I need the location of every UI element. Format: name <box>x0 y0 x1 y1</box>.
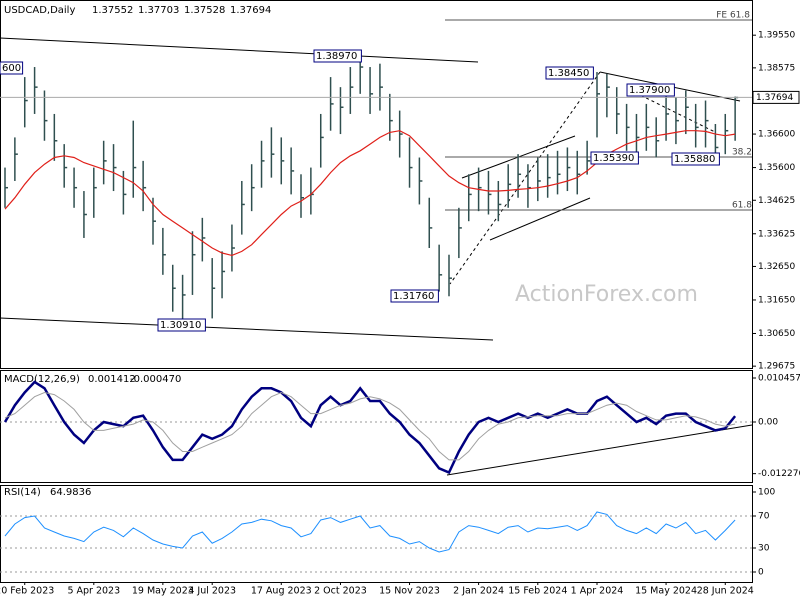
y-tick-label: 1.39550 <box>758 31 795 41</box>
x-tick-label: 15 Feb 2024 <box>508 586 567 597</box>
macd-trend-line <box>446 424 753 476</box>
readout: 64.9836 <box>50 487 91 498</box>
annotation-box <box>545 66 594 80</box>
quote: 1.37694 <box>230 5 271 16</box>
annotation-box <box>390 289 439 303</box>
y-tick-label: 1.32650 <box>758 262 795 272</box>
annotation: 38.2 <box>732 148 752 158</box>
y-tick-label: -0.012276 <box>758 469 800 479</box>
panel-frame <box>0 0 753 369</box>
indicator-title: RSI(14) <box>4 487 41 498</box>
y-tick-label: 70 <box>758 512 770 522</box>
x-tick-label: 19 May 2023 <box>132 586 194 597</box>
y-tick-label: 100 <box>758 488 775 498</box>
channel-line <box>489 197 591 241</box>
y-tick-label: 1.35600 <box>758 163 795 173</box>
quote: 1.37528 <box>184 5 225 16</box>
annotation: 1.38450 <box>548 68 589 79</box>
annotation: 1.31760 <box>393 291 434 302</box>
panel-frame <box>0 370 753 483</box>
x-tick-label: 2 Jan 2024 <box>453 586 504 597</box>
annotation: 600 <box>2 63 21 74</box>
y-tick-label: 1.38575 <box>758 63 795 73</box>
annotation: 1.35390 <box>593 153 634 164</box>
annotation: 1.38970 <box>316 51 357 62</box>
annotation-box <box>590 151 639 165</box>
y-tick-label: 30 <box>758 544 770 554</box>
y-tick-label: 0.010457 <box>758 373 800 383</box>
chart-title: USDCAD,Daily <box>4 5 75 16</box>
annotation: 1.30910 <box>160 320 201 331</box>
annotation-box <box>671 152 720 166</box>
annotation: 1.37900 <box>629 85 670 96</box>
indicator-line <box>4 511 736 553</box>
y-tick-label: 0.00 <box>758 417 778 427</box>
quote: 1.37703 <box>138 5 179 16</box>
x-tick-label: 15 Nov 2023 <box>379 586 440 597</box>
x-tick-label: 15 May 2024 <box>635 586 697 597</box>
trend-line <box>0 37 479 63</box>
y-tick-label: 1.33625 <box>758 229 795 239</box>
y-tick-label: 0 <box>758 568 764 578</box>
readout: 0.001412 <box>88 374 136 385</box>
trend-line <box>449 71 601 285</box>
annotation: 61.8 <box>732 201 752 211</box>
x-tick-label: 5 Apr 2023 <box>67 586 120 597</box>
indicator-title: MACD(12,26,9) <box>4 374 80 385</box>
annotation-box <box>626 83 675 97</box>
readout: -0.000470 <box>130 374 181 385</box>
annotation-box <box>313 49 362 63</box>
y-tick-label: 1.29675 <box>758 362 795 372</box>
watermark: ActionForex.com <box>515 282 698 307</box>
indicator-line <box>4 391 736 461</box>
last-price-label: 1.37694 <box>756 93 793 103</box>
panel-frame <box>0 485 753 583</box>
annotation-box <box>157 318 206 332</box>
last-price-box <box>752 90 800 104</box>
y-tick-label: 1.30650 <box>758 329 795 339</box>
annotation: 1.35880 <box>674 154 715 165</box>
y-tick-label: 1.31650 <box>758 295 795 305</box>
annotation: FE 61.8 <box>716 11 750 21</box>
annotation-box <box>0 61 24 75</box>
y-tick-label: 1.34625 <box>758 196 795 206</box>
x-tick-label: 28 Jun 2024 <box>697 586 754 597</box>
y-tick-label: 1.36600 <box>758 130 795 140</box>
x-tick-label: 4 Jul 2023 <box>188 586 236 597</box>
moving-average <box>4 130 736 257</box>
x-tick-label: 17 Aug 2023 <box>251 586 312 597</box>
quote: 1.37552 <box>92 5 133 16</box>
trend-line <box>0 317 494 341</box>
x-tick-label: 20 Feb 2023 <box>0 586 54 597</box>
indicator-line <box>3 380 737 475</box>
x-tick-label: 1 Apr 2024 <box>571 586 624 597</box>
x-tick-label: 2 Oct 2023 <box>314 586 367 597</box>
trend-line <box>629 89 716 133</box>
